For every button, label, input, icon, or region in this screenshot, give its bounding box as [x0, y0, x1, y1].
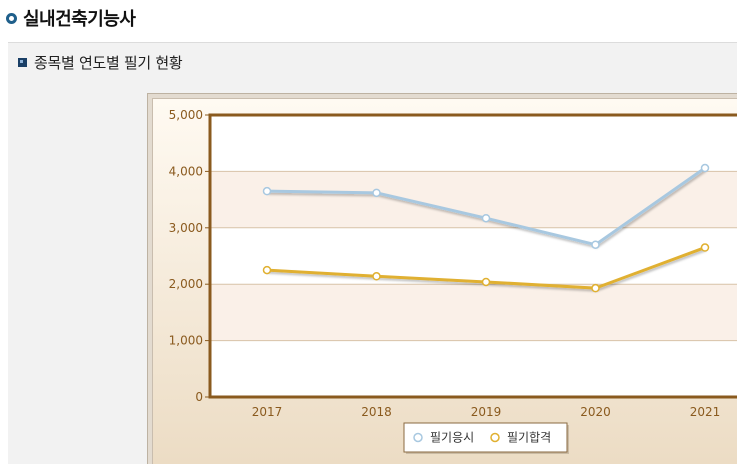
- square-bullet-icon: [18, 57, 27, 67]
- legend-marker-1: [413, 432, 423, 443]
- y-tick-label: 2,000: [169, 277, 203, 291]
- series-1-point: [262, 186, 272, 196]
- legend-label-1: 필기응시: [430, 431, 474, 445]
- chart-frame: 0 1,000 2,000 3,000 4,000 5,000 2017 2018 2019 20…: [147, 93, 737, 464]
- y-tick-label: 4,000: [169, 164, 203, 178]
- line-chart: 0 1,000 2,000 3,000 4,000 5,000 2017 2018 2019 20…: [153, 99, 737, 464]
- ring-bullet-icon: [6, 12, 17, 24]
- x-tick-label: 2020: [580, 405, 611, 419]
- legend-marker-2: [490, 432, 500, 443]
- series-2-point: [591, 283, 600, 293]
- section-header: 종목별 연도별 필기 현황: [18, 52, 183, 72]
- x-tick-label: 2018: [361, 405, 392, 419]
- y-tick-label: 3,000: [169, 221, 203, 235]
- plot-area: [210, 115, 737, 397]
- x-tick-label: 2019: [471, 405, 502, 419]
- series-2-point: [372, 272, 381, 281]
- page-header: 실내건축기능사: [6, 4, 136, 32]
- page-title: 실내건축기능사: [23, 9, 136, 30]
- grid-band: [210, 171, 737, 228]
- series-2-point: [262, 265, 272, 275]
- grid-band: [210, 284, 737, 341]
- series-1-point: [591, 240, 600, 249]
- chart-frame-inner: [152, 98, 737, 464]
- section-title: 종목별 연도별 필기 현황: [34, 53, 183, 72]
- series-1-point: [700, 163, 710, 173]
- series-2-point: [481, 277, 491, 287]
- legend-label-2: 필기합격: [507, 431, 551, 445]
- plot-border: [208, 113, 737, 399]
- series-2-point: [700, 243, 710, 252]
- x-tick-label: 2017: [252, 405, 283, 419]
- series-1-point: [372, 188, 381, 198]
- series-1-point: [481, 213, 491, 223]
- y-tick-label: 0: [195, 390, 203, 404]
- x-tick-label: 2021: [690, 405, 721, 419]
- y-tick-label: 1,000: [169, 334, 203, 348]
- legend-box: [403, 422, 568, 453]
- y-tick-label: 5,000: [169, 108, 203, 122]
